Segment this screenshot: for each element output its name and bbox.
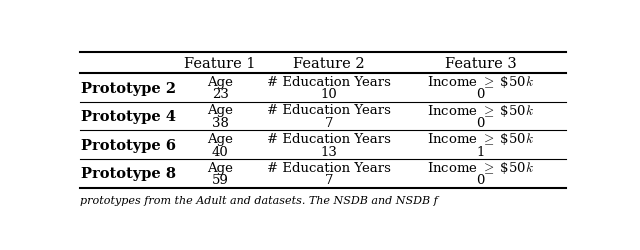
Text: 23: 23 bbox=[212, 88, 228, 101]
Text: Prototype 8: Prototype 8 bbox=[81, 167, 176, 180]
Text: 0: 0 bbox=[476, 174, 484, 186]
Text: Age: Age bbox=[207, 132, 233, 145]
Text: # Education Years: # Education Years bbox=[268, 161, 391, 174]
Text: # Education Years: # Education Years bbox=[268, 132, 391, 145]
Text: Income $\geq$ \$50$k$: Income $\geq$ \$50$k$ bbox=[427, 102, 534, 118]
Text: Age: Age bbox=[207, 161, 233, 174]
Text: Feature 1: Feature 1 bbox=[184, 56, 256, 70]
Text: # Education Years: # Education Years bbox=[268, 104, 391, 117]
Text: # Education Years: # Education Years bbox=[268, 76, 391, 88]
Text: 10: 10 bbox=[321, 88, 338, 101]
Text: 13: 13 bbox=[321, 145, 338, 158]
Text: 0: 0 bbox=[476, 116, 484, 130]
Text: 1: 1 bbox=[476, 145, 484, 158]
Text: 7: 7 bbox=[325, 174, 333, 186]
Text: 38: 38 bbox=[212, 116, 228, 130]
Text: prototypes from the Adult and datasets. The NSDB and NSDB f: prototypes from the Adult and datasets. … bbox=[80, 196, 438, 205]
Text: 7: 7 bbox=[325, 116, 333, 130]
Text: Age: Age bbox=[207, 104, 233, 117]
Text: Income $\geq$ \$50$k$: Income $\geq$ \$50$k$ bbox=[427, 131, 534, 147]
Text: 59: 59 bbox=[212, 174, 228, 186]
Text: Income $\geq$ \$50$k$: Income $\geq$ \$50$k$ bbox=[427, 160, 534, 175]
Text: 0: 0 bbox=[476, 88, 484, 101]
Text: Age: Age bbox=[207, 76, 233, 88]
Text: 40: 40 bbox=[212, 145, 228, 158]
Text: Feature 3: Feature 3 bbox=[445, 56, 516, 70]
Text: Prototype 6: Prototype 6 bbox=[81, 138, 176, 152]
Text: Prototype 2: Prototype 2 bbox=[81, 81, 176, 95]
Text: Prototype 4: Prototype 4 bbox=[81, 110, 176, 124]
Text: Feature 2: Feature 2 bbox=[293, 56, 365, 70]
Text: Income $\geq$ \$50$k$: Income $\geq$ \$50$k$ bbox=[427, 74, 534, 90]
